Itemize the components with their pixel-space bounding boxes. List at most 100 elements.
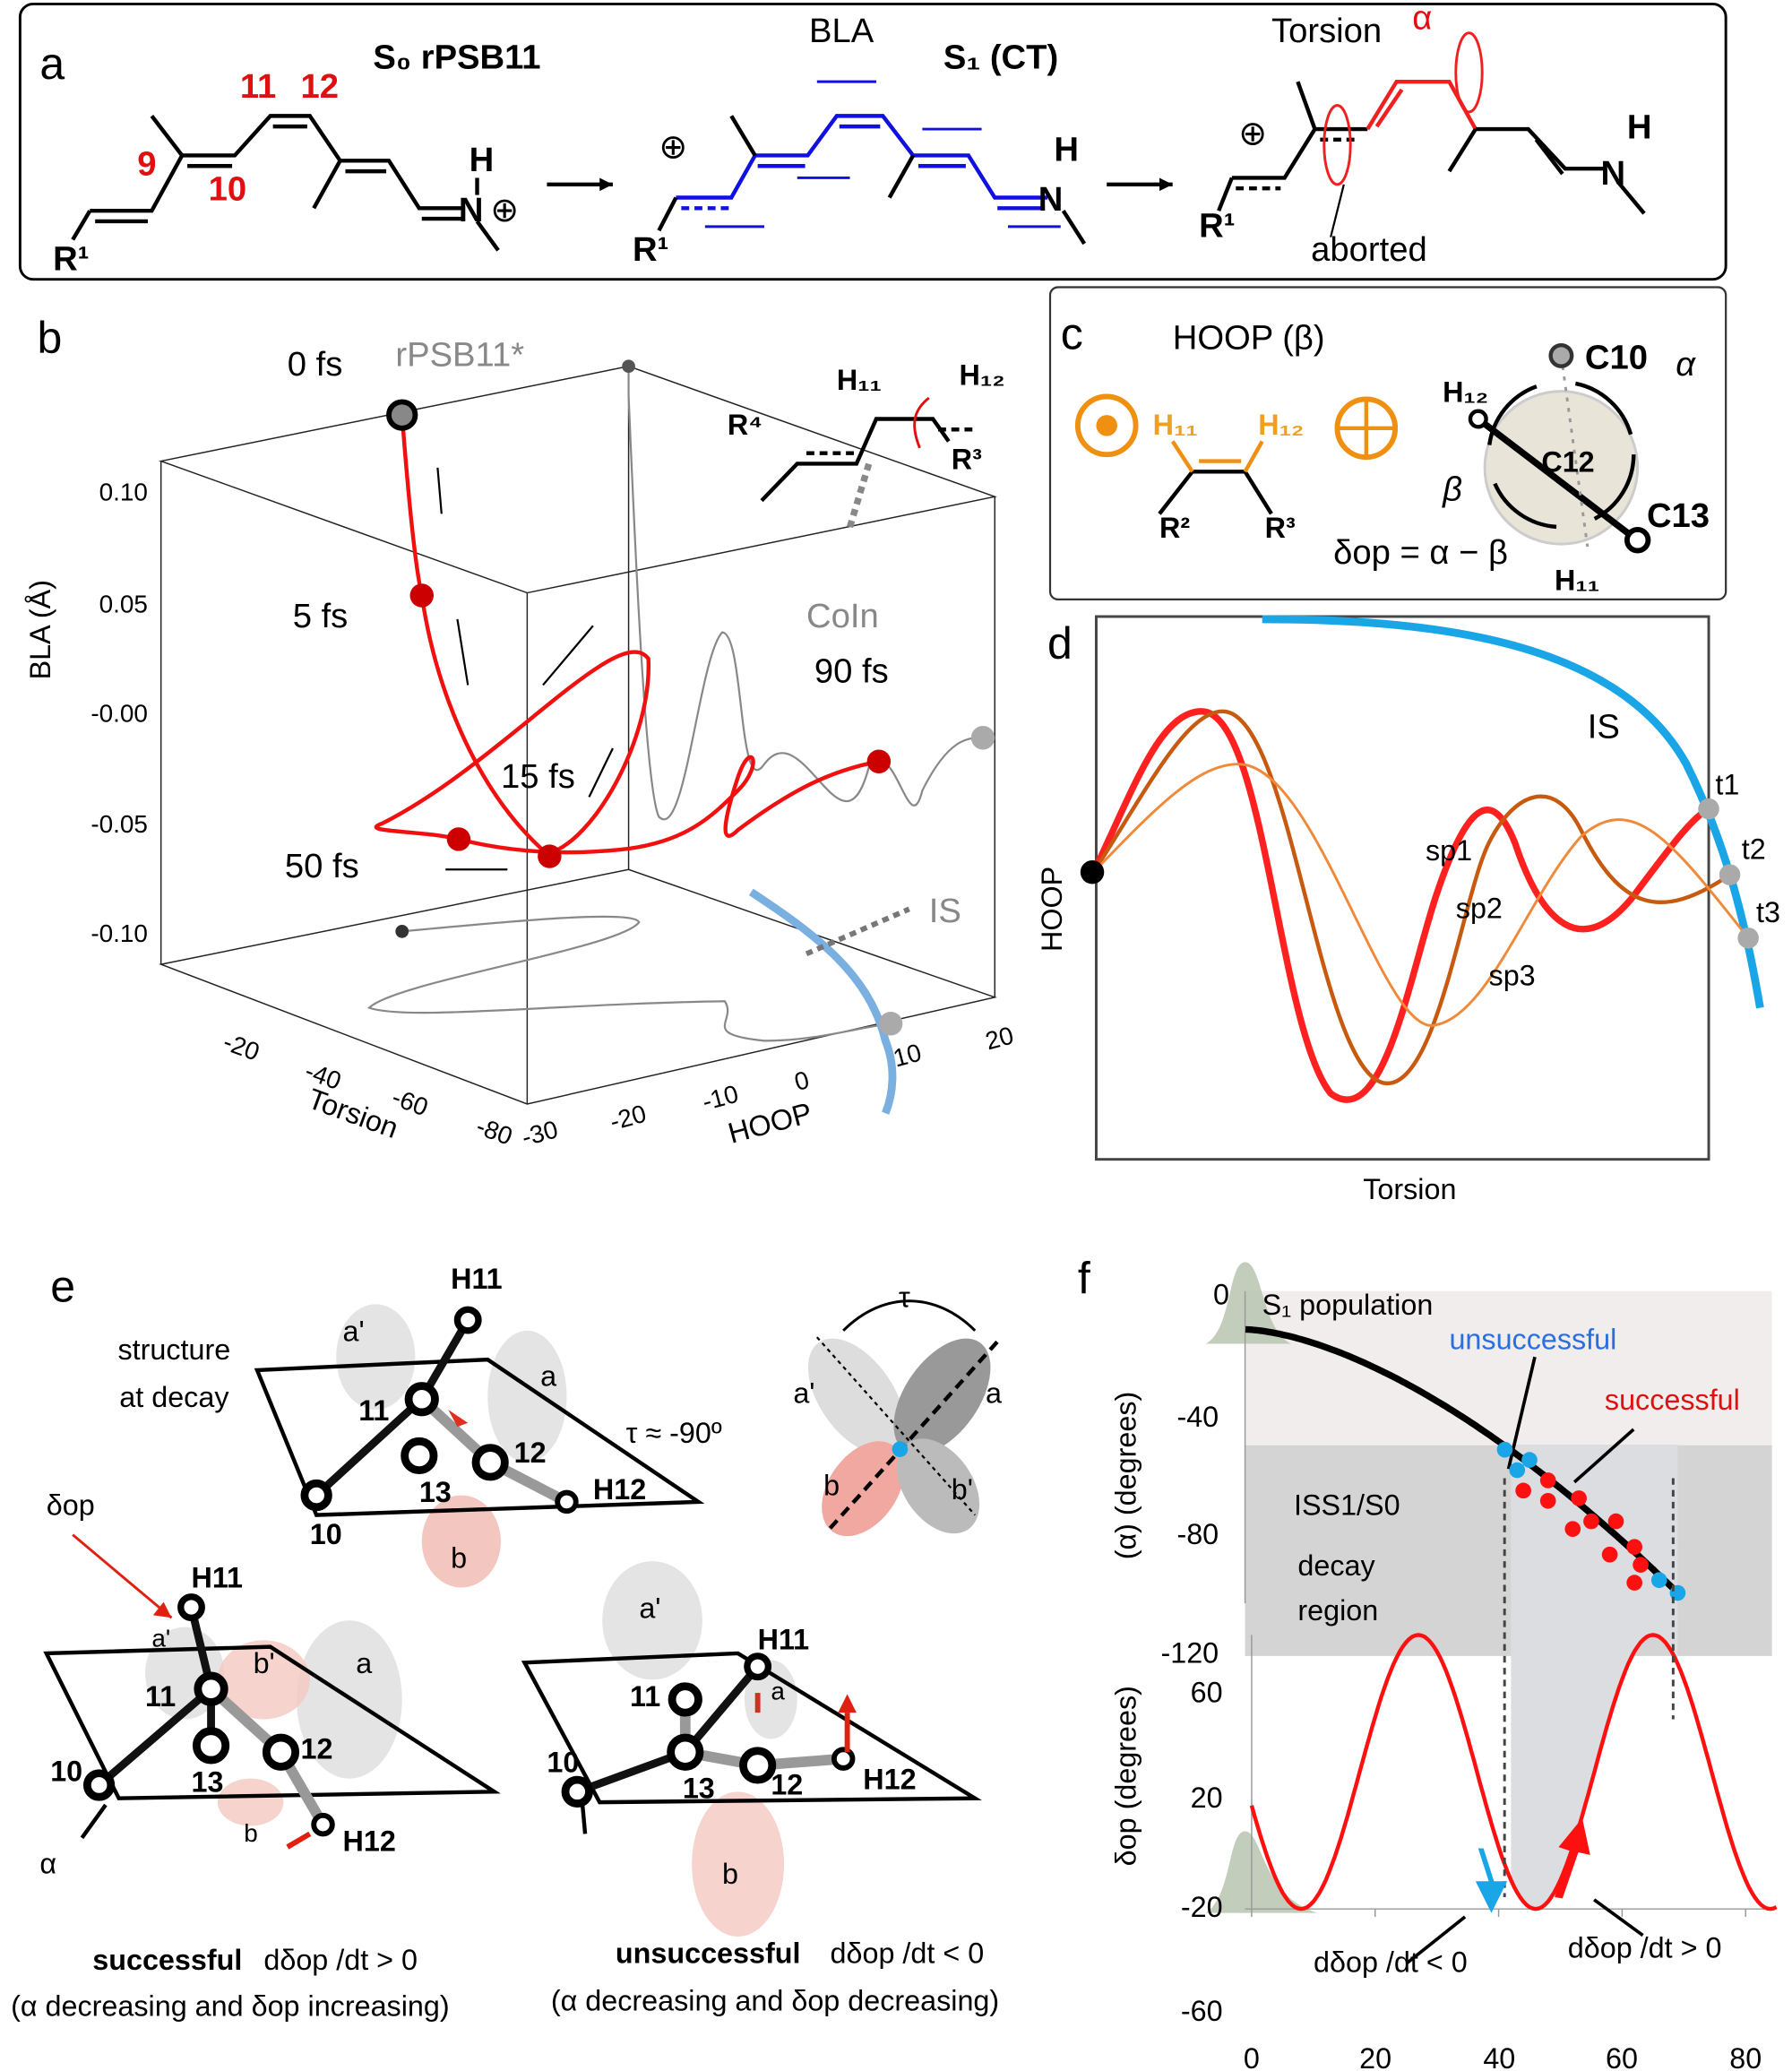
hoop-tick: -30 bbox=[519, 1115, 561, 1151]
time-label-15fs: 15 fs bbox=[501, 757, 575, 796]
panel-f: f 0 -40 -80 -120 60 20 -20 -60 0 20 40 6… bbox=[1078, 1254, 1778, 2071]
plus-charge-3: ⊕ bbox=[1238, 115, 1267, 153]
increasing-arrow-icon bbox=[1555, 1817, 1590, 1899]
t1-label: t1 bbox=[1715, 768, 1739, 800]
s1-ct-molecule bbox=[657, 80, 1087, 246]
successful-point bbox=[1633, 1557, 1649, 1573]
atom-12: 12 bbox=[301, 67, 340, 106]
top-ytick: -120 bbox=[1160, 1636, 1219, 1669]
top-atom-12: 12 bbox=[514, 1437, 547, 1469]
torsion-projection-curve bbox=[627, 371, 982, 821]
d-ylabel: HOOP bbox=[1036, 867, 1068, 952]
trajectory-point-0fs bbox=[386, 399, 418, 431]
bottom-ytick: 60 bbox=[1191, 1676, 1223, 1708]
pos-derivative-label: dδop /dt > 0 bbox=[1568, 1932, 1722, 1964]
c-r3-label: R³ bbox=[1265, 512, 1296, 544]
rpsb11-s0-molecule bbox=[71, 114, 500, 252]
panel-d-label: d bbox=[1047, 618, 1073, 669]
unsucc-atom-10: 10 bbox=[547, 1746, 579, 1778]
panel-e: e structure at decay H11 11 12 13 10 H12… bbox=[11, 1261, 1004, 2022]
projection-start-marker bbox=[622, 359, 635, 374]
bottom-ylabel: δop (degrees) bbox=[1110, 1686, 1142, 1866]
newman-projection bbox=[1468, 342, 1651, 554]
n-label-2: N bbox=[1038, 180, 1064, 219]
successful-point bbox=[1539, 1472, 1556, 1489]
unsuccessful-point bbox=[1496, 1441, 1513, 1458]
top-lobe-b: b bbox=[451, 1541, 467, 1574]
unsucc-lobe-a: a bbox=[771, 1677, 785, 1704]
point-t2 bbox=[1719, 864, 1741, 885]
unsuccessful-note: (α decreasing and δop decreasing) bbox=[551, 1984, 999, 2016]
panel-c-label: c bbox=[1061, 309, 1083, 359]
c-alpha-label: α bbox=[1676, 345, 1696, 384]
h-label: H bbox=[470, 141, 495, 179]
succ-lobe-b-prime: b' bbox=[254, 1647, 275, 1679]
top-atom-11: 11 bbox=[358, 1394, 389, 1427]
bottom-ytick: -20 bbox=[1181, 1891, 1223, 1923]
time-label-5fs: 5 fs bbox=[293, 597, 349, 635]
unsuccessful-point bbox=[1509, 1462, 1526, 1479]
c-beta-label: β bbox=[1442, 470, 1462, 509]
bla-tick: -0.00 bbox=[90, 700, 148, 728]
succ-atom-10: 10 bbox=[50, 1756, 82, 1788]
d-xlabel: Torsion bbox=[1363, 1173, 1456, 1205]
tau-equation: τ ≈ -90º bbox=[626, 1417, 722, 1449]
sp2-label: sp2 bbox=[1456, 893, 1503, 925]
h11-label: H₁₁ bbox=[837, 364, 882, 396]
unsuccessful-point bbox=[1521, 1452, 1538, 1468]
succ-h11: H11 bbox=[191, 1561, 243, 1593]
orbital-b: b bbox=[823, 1470, 840, 1502]
unsucc-lobe-a-prime: a' bbox=[639, 1592, 660, 1624]
alpha-label: α bbox=[1412, 0, 1432, 37]
orbital-b-prime: b' bbox=[952, 1473, 973, 1506]
decreasing-arrow-icon bbox=[1475, 1848, 1508, 1913]
unsucc-h11: H11 bbox=[758, 1624, 810, 1656]
at-decay-label: at decay bbox=[119, 1381, 229, 1413]
top-lobe-a: a bbox=[540, 1360, 556, 1393]
newman-h11-label: H₁₁ bbox=[1555, 565, 1599, 597]
is-pointer bbox=[805, 906, 910, 957]
xtick: 60 bbox=[1606, 2042, 1638, 2071]
xtick: 0 bbox=[1244, 2042, 1260, 2071]
unsuccessful-structure bbox=[521, 1561, 982, 1937]
plus-charge: ⊕ bbox=[490, 191, 519, 229]
top-h12: H12 bbox=[593, 1473, 646, 1506]
point-t3 bbox=[1737, 927, 1759, 949]
succ-lobe-a-prime: a' bbox=[151, 1625, 170, 1652]
panel-f-label: f bbox=[1078, 1254, 1090, 1304]
bottom-ytick: -60 bbox=[1181, 1995, 1223, 2027]
successful-label: successful bbox=[92, 1944, 242, 1976]
hoop-tick: 20 bbox=[982, 1021, 1016, 1055]
orbital-diagram bbox=[807, 1299, 1004, 1537]
time-label-50fs: 50 fs bbox=[285, 847, 359, 885]
successful-point bbox=[1607, 1513, 1624, 1530]
coin-molecule-inset bbox=[760, 396, 976, 529]
unsucc-atom-13: 13 bbox=[683, 1773, 715, 1805]
atom-11: 11 bbox=[240, 67, 276, 106]
top-h11: H11 bbox=[451, 1263, 503, 1295]
n-label-3: N bbox=[1601, 154, 1626, 193]
successful-condition: dδop /dt > 0 bbox=[263, 1944, 418, 1976]
xtick: 80 bbox=[1729, 2042, 1762, 2071]
sp3-label: sp3 bbox=[1489, 960, 1536, 992]
panel-a: a S₀ rPSB11 BLA S₁ (CT) Torsion α aborte… bbox=[18, 0, 1727, 281]
successful-note: (α decreasing and δop increasing) bbox=[11, 1989, 450, 2022]
s1-population-region bbox=[1245, 1290, 1772, 1445]
unsucc-lobe-b: b bbox=[722, 1858, 738, 1890]
bla-tick: 0.10 bbox=[99, 479, 148, 506]
population-distribution-bottom bbox=[1205, 1831, 1318, 1913]
trajectory-point-90fs bbox=[866, 749, 892, 773]
top-atom-10: 10 bbox=[310, 1518, 342, 1550]
unsucc-atom-12: 12 bbox=[771, 1768, 803, 1800]
atom-9: 9 bbox=[137, 145, 156, 184]
torsion-axis-label: Torsion bbox=[304, 1083, 402, 1144]
successful-legend: successful bbox=[1605, 1384, 1740, 1416]
succ-atom-12: 12 bbox=[301, 1733, 333, 1765]
trajectory-point-5fs bbox=[409, 583, 434, 608]
successful-point bbox=[1583, 1513, 1599, 1530]
start-label: rPSB11* bbox=[395, 336, 524, 375]
path-sp3 bbox=[1092, 763, 1750, 1027]
successful-point bbox=[1626, 1539, 1642, 1555]
direction-arrows bbox=[436, 467, 614, 871]
successful-point bbox=[1515, 1482, 1531, 1499]
